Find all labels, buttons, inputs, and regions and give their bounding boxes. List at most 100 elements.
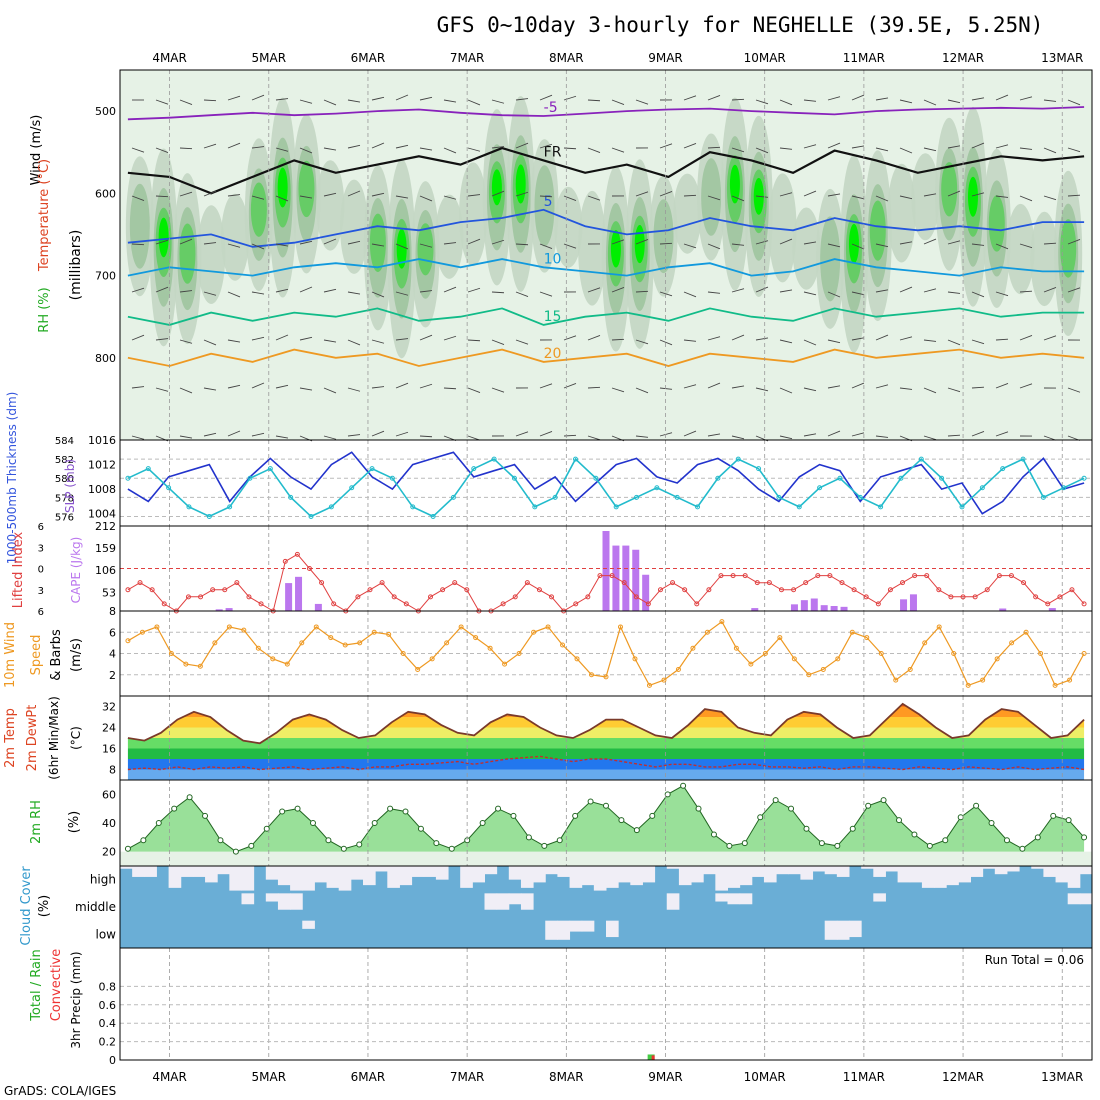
rh2m-point	[1019, 845, 1026, 852]
wind-speed-point	[1081, 651, 1087, 656]
wind-barb	[395, 291, 409, 296]
rh-contour-90	[277, 167, 288, 208]
wind-barb	[707, 336, 721, 341]
lifted-index-point	[706, 587, 712, 593]
cloud-clear-cell	[508, 893, 522, 905]
wind-barb	[371, 96, 385, 101]
lifted-index-point	[428, 594, 434, 600]
wind-barb	[131, 243, 145, 246]
lifted-index-point	[282, 558, 288, 564]
date-label-bottom: 9MAR	[648, 1070, 683, 1084]
wind-barb	[827, 339, 841, 344]
cloud-clear-cell	[326, 866, 340, 888]
wind-barb	[803, 433, 817, 437]
wind-speed-point	[502, 661, 508, 667]
wind-barb	[923, 387, 937, 394]
precip-tick: 0.2	[99, 1036, 117, 1049]
rh2m-point	[155, 820, 162, 826]
precip-tick: 0.6	[99, 999, 117, 1012]
wind-barb	[827, 142, 841, 149]
cape-bar	[830, 606, 838, 611]
cape-bar	[909, 594, 917, 611]
slp-line	[127, 451, 1085, 515]
cloud-clear-cell	[484, 893, 498, 910]
wind-speed-line	[127, 620, 1085, 687]
cloud-clear-cell	[241, 866, 255, 891]
wind-barb	[611, 287, 625, 293]
cloud-clear-cell	[192, 866, 206, 877]
wind-barb	[323, 99, 337, 106]
wind-barb	[971, 291, 985, 298]
wind-barb	[899, 241, 913, 245]
cloud-clear-cell	[824, 920, 838, 940]
cloud-clear-cell	[715, 866, 728, 891]
wind-barb	[875, 435, 889, 438]
cape-bar	[295, 576, 303, 611]
wind-barb	[1067, 387, 1081, 393]
wind-barb	[203, 432, 217, 437]
wind-barb	[923, 238, 937, 245]
lifted-index-point	[367, 587, 373, 593]
wind-barb	[371, 142, 385, 149]
lifted-index-point	[149, 587, 155, 593]
cloud-axis-label: Cloud Cover	[19, 866, 34, 946]
wind-speed-point	[342, 642, 348, 648]
wind-barb	[587, 99, 601, 102]
cloud-clear-cell	[630, 866, 643, 886]
lifted-index-point	[621, 580, 627, 586]
wind-barb	[947, 291, 961, 294]
lifted-index-point	[972, 594, 978, 600]
lifted-index-point	[996, 573, 1002, 579]
wind-barb	[251, 336, 265, 341]
lifted-index-point	[452, 580, 458, 586]
wind-barb	[491, 190, 505, 197]
slp-axis-label: SLP (mb)	[63, 459, 77, 513]
lifted-index-point	[609, 573, 615, 579]
wind-barb	[611, 99, 625, 105]
thickness-point	[471, 466, 477, 472]
wind-barb	[371, 339, 385, 344]
date-label-top: 5MAR	[252, 51, 287, 65]
rh2m-point	[865, 802, 872, 809]
wind-speed-point	[429, 656, 435, 662]
wind-barb	[995, 144, 1009, 149]
date-label-bottom: 10MAR	[744, 1070, 786, 1084]
rh-contour-50	[534, 165, 555, 247]
cloud-clear-cell	[533, 866, 546, 883]
date-label-top: 8MAR	[549, 51, 584, 65]
wind-barb	[155, 239, 169, 245]
wind-unit-label: (m/s)	[69, 638, 84, 672]
cloud-clear-cell	[666, 893, 680, 910]
lifted-index-point	[960, 594, 966, 600]
cloud-clear-cell	[472, 866, 485, 883]
rh-contour-70	[869, 200, 886, 261]
wind-speed-point	[704, 629, 710, 635]
wind-barb	[947, 99, 961, 104]
wind-barb	[779, 387, 793, 394]
rh-contour-30	[792, 207, 821, 290]
wind-barb	[275, 384, 289, 389]
lifted-index-point	[670, 580, 676, 586]
wind-barb	[995, 382, 1009, 389]
wind-speed-point	[719, 619, 725, 625]
wind-barb	[755, 286, 769, 293]
wind-barb	[299, 99, 313, 104]
wind-barb	[395, 382, 409, 389]
wind-barb	[179, 435, 193, 439]
wind-barb	[707, 243, 721, 250]
wind-barb	[1019, 96, 1033, 101]
wind-barb	[419, 195, 433, 202]
wind-barb	[227, 291, 241, 298]
rh-contour-50	[820, 216, 841, 302]
cape-bar	[215, 609, 223, 611]
wind-speed-point	[299, 640, 305, 646]
wind-speed-point	[574, 656, 580, 662]
cape-bar	[1048, 608, 1056, 611]
wind-barb	[203, 242, 217, 245]
lifted-index-point	[125, 587, 131, 593]
cloud-clear-cell	[545, 920, 558, 940]
lifted-index-point	[827, 573, 833, 579]
temp-tick: 16	[102, 743, 116, 756]
wind-barb	[515, 98, 529, 101]
thickness-point	[756, 466, 762, 472]
